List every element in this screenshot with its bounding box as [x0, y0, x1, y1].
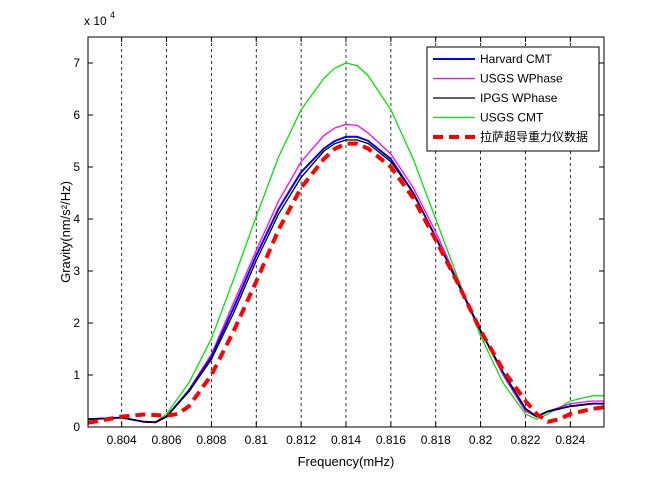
y-axis-label: Gravity(nm/s²/Hz)	[58, 181, 73, 283]
grid-layer	[121, 37, 571, 427]
x-tick-label: 0.814	[331, 433, 361, 447]
x-tick-label: 0.808	[196, 433, 226, 447]
x-tick-label: 0.82	[469, 433, 493, 447]
y-tick-label: 0	[73, 420, 80, 434]
y-multiplier-label: x 10	[84, 14, 107, 28]
x-tick-label: 0.806	[152, 433, 182, 447]
x-tick-label: 0.81	[245, 433, 269, 447]
x-tick-label: 0.812	[286, 433, 316, 447]
series-line-3	[88, 62, 604, 423]
legend-label-3: USGS CMT	[480, 111, 544, 125]
legend-label-1: USGS WPhase	[480, 72, 563, 86]
y-tick-label: 5	[73, 160, 80, 174]
y-tick-label: 1	[73, 368, 80, 382]
legend-label-4: 拉萨超导重力仪数据	[480, 129, 588, 144]
x-tick-label: 0.816	[376, 433, 406, 447]
x-axis-label: Frequency(mHz)	[298, 454, 395, 469]
series-line-4	[88, 141, 604, 425]
legend: Harvard CMT USGS WPhase IPGS WPhase USGS CM…	[426, 46, 600, 152]
legend-box	[426, 46, 600, 152]
tick-layer: 0.804 0.806 0.808 0.81 0.812 0.814 0.816 0.818 0…	[73, 37, 604, 447]
legend-label-0: Harvard CMT	[480, 52, 553, 66]
y-multiplier-exponent: 4	[110, 10, 115, 20]
y-tick-label: 3	[73, 264, 80, 278]
x-tick-label: 0.822	[510, 433, 540, 447]
x-tick-label: 0.824	[555, 433, 585, 447]
y-tick-label: 6	[73, 108, 80, 122]
legend-label-2: IPGS WPhase	[480, 91, 558, 105]
series-line-2	[88, 139, 604, 423]
x-tick-label: 0.818	[421, 433, 451, 447]
x-tick-label: 0.804	[107, 433, 137, 447]
series-layer	[88, 62, 604, 425]
y-tick-label: 7	[73, 56, 80, 70]
y-tick-label: 2	[73, 316, 80, 330]
y-tick-label: 4	[73, 212, 80, 226]
